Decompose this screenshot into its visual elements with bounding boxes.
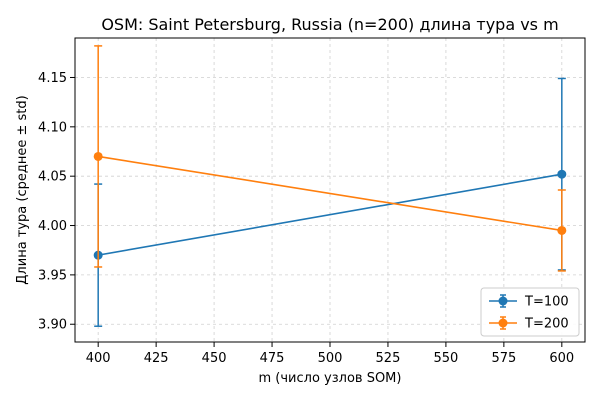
x-tick-label: 550: [433, 351, 458, 366]
series-group: [93, 45, 567, 327]
x-tick-label: 600: [549, 351, 574, 366]
legend-item: T=100: [489, 294, 569, 310]
x-tick-label: 400: [86, 351, 111, 366]
legend-label: T=100: [524, 295, 569, 310]
legend-marker: [498, 296, 508, 306]
y-tick-label: 4.05: [38, 170, 67, 185]
legend-item: T=200: [489, 316, 569, 332]
y-tick-label: 4.00: [38, 219, 67, 234]
axes: 400 425 450 475 500 525 550 575 600 3.90 3.95 4.00 4…: [38, 37, 586, 366]
y-tick-label: 3.90: [38, 318, 67, 333]
y-tick-label: 3.95: [38, 268, 67, 283]
x-tick-label: 475: [260, 351, 285, 366]
x-tick-label: 450: [202, 351, 227, 366]
x-tick-label: 525: [376, 351, 401, 366]
plot-frame: [74, 37, 586, 343]
x-tick-label: 575: [491, 351, 516, 366]
y-tick-label: 4.15: [38, 71, 67, 86]
grid: [75, 38, 585, 342]
y-tick-label: 4.10: [38, 120, 67, 135]
data-point: [557, 225, 567, 235]
y-axis-title: Длина тура (среднее ± std): [15, 95, 30, 284]
x-tick-label: 500: [318, 351, 343, 366]
legend-label: T=200: [524, 317, 569, 332]
chart-title: OSM: Saint Petersburg, Russia (n=200) дл…: [101, 15, 558, 34]
series-t-200: [93, 45, 567, 272]
x-tick-label: 425: [144, 351, 169, 366]
series-line: [98, 155, 562, 232]
data-point: [557, 169, 567, 179]
legend: T=100 T=200: [480, 287, 580, 337]
legend-marker: [498, 318, 508, 328]
x-axis-title: m (число узлов SOM): [259, 371, 402, 386]
data-point: [93, 151, 103, 161]
series-line: [98, 173, 562, 256]
